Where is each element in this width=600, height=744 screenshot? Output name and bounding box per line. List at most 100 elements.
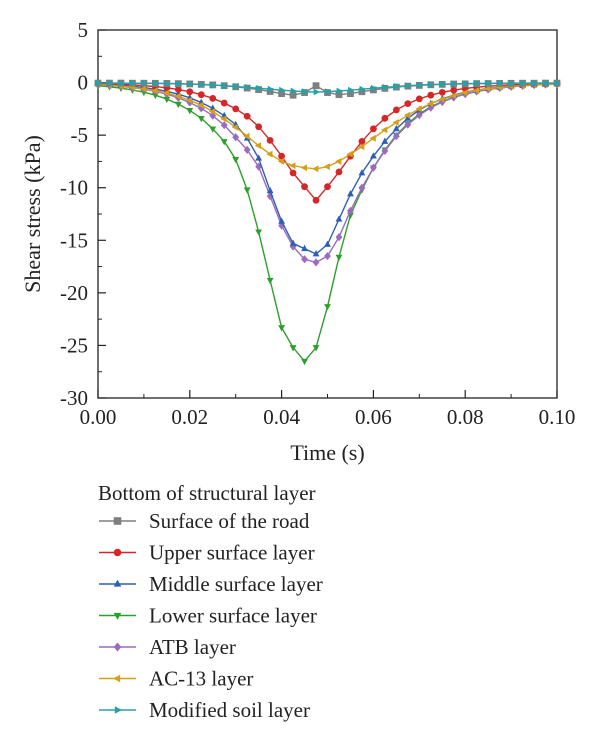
legend-marker bbox=[113, 674, 121, 683]
legend-label: Modified soil layer bbox=[149, 698, 310, 722]
data-point bbox=[426, 100, 434, 107]
data-point bbox=[220, 115, 227, 123]
data-point bbox=[301, 358, 308, 366]
data-point bbox=[380, 126, 388, 134]
series-line bbox=[97, 83, 558, 264]
data-point bbox=[415, 111, 423, 120]
data-point bbox=[312, 250, 320, 257]
data-point bbox=[152, 80, 160, 87]
data-point bbox=[347, 190, 354, 197]
data-point bbox=[266, 192, 274, 201]
data-point bbox=[358, 138, 366, 145]
legend-label: Upper surface layer bbox=[149, 541, 315, 565]
data-point bbox=[139, 85, 147, 93]
data-point bbox=[266, 186, 274, 194]
data-point bbox=[243, 112, 251, 120]
data-point bbox=[186, 108, 194, 115]
data-point bbox=[107, 79, 114, 87]
data-point bbox=[290, 87, 297, 95]
data-point bbox=[428, 81, 435, 88]
data-point bbox=[554, 79, 561, 87]
data-point bbox=[255, 229, 263, 236]
data-point bbox=[381, 114, 389, 122]
y-axis-title: Shear stress (kPa) bbox=[20, 135, 45, 293]
data-point bbox=[324, 183, 331, 191]
x-axis-title: Time (s) bbox=[290, 440, 364, 465]
x-tick-label: 0.10 bbox=[539, 405, 576, 429]
data-point bbox=[278, 325, 285, 332]
y-tick-label: -5 bbox=[71, 123, 89, 147]
data-point bbox=[255, 123, 263, 131]
data-point bbox=[174, 101, 182, 109]
data-point bbox=[543, 79, 550, 87]
data-point bbox=[231, 123, 239, 131]
data-point bbox=[278, 90, 285, 98]
data-point bbox=[472, 87, 480, 94]
data-point bbox=[162, 89, 170, 97]
legend-item: Lower surface layer bbox=[99, 604, 317, 628]
data-point bbox=[392, 132, 400, 141]
data-point bbox=[508, 79, 516, 87]
data-point bbox=[277, 158, 284, 165]
data-point bbox=[198, 81, 206, 88]
legend-item: ATB layer bbox=[99, 635, 236, 659]
data-point bbox=[485, 79, 493, 87]
data-point bbox=[289, 91, 297, 99]
data-point bbox=[175, 80, 183, 88]
data-point bbox=[335, 254, 343, 262]
data-point bbox=[174, 92, 181, 100]
data-point bbox=[404, 114, 412, 121]
x-tick-label: 0.08 bbox=[447, 405, 484, 429]
data-point bbox=[392, 124, 400, 132]
data-point bbox=[312, 258, 320, 267]
data-point bbox=[474, 80, 481, 87]
data-point bbox=[346, 150, 353, 158]
data-point bbox=[266, 277, 274, 285]
data-point bbox=[279, 86, 286, 94]
data-point bbox=[392, 106, 400, 114]
legend-title: Bottom of structural layer bbox=[98, 481, 316, 505]
data-point bbox=[301, 255, 308, 264]
data-point bbox=[118, 79, 125, 87]
data-point bbox=[312, 82, 320, 90]
data-point bbox=[348, 86, 355, 94]
data-point bbox=[130, 79, 137, 87]
data-point bbox=[520, 79, 527, 87]
legend-label: AC-13 layer bbox=[149, 667, 253, 691]
data-point bbox=[300, 164, 307, 172]
data-point bbox=[358, 88, 366, 96]
data-point bbox=[220, 121, 228, 130]
data-point bbox=[403, 111, 411, 119]
data-point bbox=[393, 83, 401, 90]
data-point bbox=[232, 156, 240, 164]
legend-label: Surface of the road bbox=[149, 509, 310, 533]
data-point bbox=[335, 158, 342, 165]
data-point bbox=[141, 79, 148, 87]
data-point bbox=[243, 187, 251, 194]
x-tick-label: 0.06 bbox=[355, 405, 392, 429]
plot-axes: 0.00 0.02 0.04 0.06 0.08 0.10 5 0 -5 -10 -15 -20 -25… bbox=[20, 18, 575, 465]
series-line bbox=[97, 83, 558, 363]
data-point bbox=[266, 137, 274, 144]
data-point bbox=[197, 115, 205, 123]
data-point bbox=[347, 90, 354, 98]
data-point bbox=[243, 132, 250, 140]
data-point bbox=[267, 85, 275, 93]
data-point bbox=[335, 168, 343, 176]
data-point bbox=[254, 142, 262, 150]
data-point bbox=[289, 169, 297, 177]
data-point bbox=[415, 105, 422, 113]
data-point bbox=[451, 80, 458, 88]
series-line bbox=[97, 83, 558, 255]
data-point bbox=[266, 150, 273, 158]
data-point bbox=[371, 84, 378, 92]
data-point bbox=[324, 240, 331, 247]
data-point bbox=[347, 206, 354, 215]
data-point bbox=[461, 89, 468, 97]
legend-label: Middle surface layer bbox=[149, 572, 323, 596]
data-point bbox=[209, 126, 217, 133]
data-point bbox=[392, 119, 399, 126]
data-point bbox=[370, 152, 377, 159]
legend-marker bbox=[113, 642, 122, 652]
